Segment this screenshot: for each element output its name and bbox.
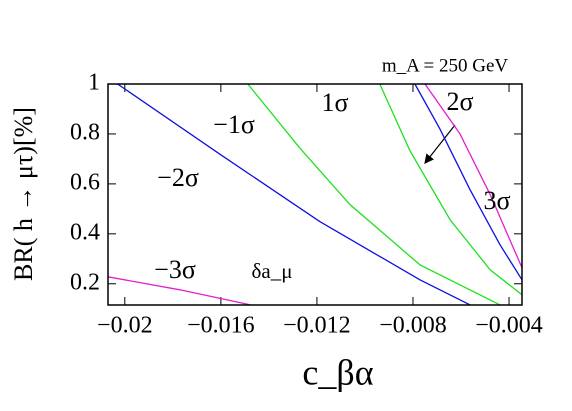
- line: [117, 83, 471, 306]
- y-tick-label: 0.6: [70, 169, 100, 195]
- series-label: −3σ: [154, 255, 196, 284]
- arrow: [424, 124, 456, 164]
- x-axis-label: c_βα: [302, 352, 373, 392]
- series-label: −1σ: [213, 110, 255, 139]
- delta-a-mu-label: δa_μ: [252, 259, 293, 283]
- x-tick-label: −0.016: [187, 313, 255, 339]
- series-label: −2σ: [157, 163, 199, 192]
- line: [247, 83, 501, 306]
- line: [379, 83, 523, 296]
- line: [107, 276, 251, 306]
- y-tick-label: 0.8: [70, 119, 100, 145]
- line: [414, 83, 523, 281]
- x-tick-label: −0.008: [379, 313, 447, 339]
- series-label: 3σ: [483, 186, 510, 215]
- x-tick-label: −0.02: [97, 313, 153, 339]
- plot-frame: [107, 83, 523, 306]
- x-tick-label: −0.012: [283, 313, 351, 339]
- y-axis-label: BR( h → μτ)[%]: [9, 107, 38, 281]
- y-tick-label: 0.4: [70, 219, 100, 245]
- annotation: m_A = 250 GeV: [382, 55, 509, 76]
- series-label: 1σ: [321, 88, 348, 117]
- y-tick-label: 0.2: [70, 269, 100, 295]
- y-tick-label: 1: [88, 70, 100, 96]
- series-label: 2σ: [446, 87, 473, 116]
- x-tick-label: −0.004: [475, 313, 543, 339]
- line: [424, 83, 523, 269]
